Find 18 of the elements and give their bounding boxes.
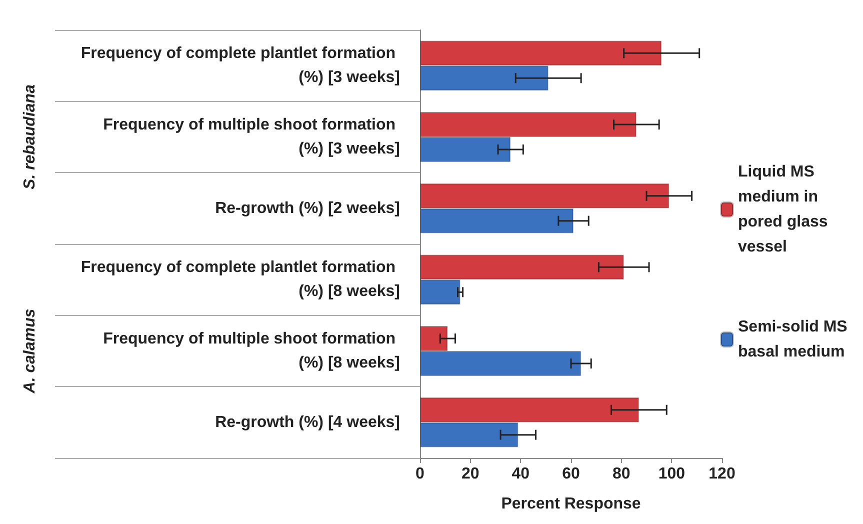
text: S. rebaudiana bbox=[22, 84, 38, 190]
x-tick-label: 100 bbox=[658, 466, 686, 482]
y-tick-label: Frequency of complete plantlet formation (%) [8 weeks] bbox=[80, 259, 400, 300]
legend-label: Semi-solid MS basal medium bbox=[738, 318, 852, 360]
legend-label: Liquid MS medium in pored glass vessel bbox=[738, 164, 832, 256]
x-tick-label: 60 bbox=[562, 466, 580, 482]
x-tick-label: 120 bbox=[708, 466, 736, 482]
y-tick-label: Frequency of complete plantlet formation (%) [3 weeks] bbox=[80, 45, 400, 86]
text: A. calamus bbox=[22, 308, 38, 394]
y-tick-label: Re-growth (%) [2 weeks] bbox=[215, 200, 400, 217]
y-tick-label: Frequency of multiple shoot formation (%) [8 weeks] bbox=[103, 330, 400, 372]
x-tick-label: 0 bbox=[416, 466, 425, 482]
y-tick-label: Frequency of multiple shoot formation (%) [3 weeks] bbox=[103, 116, 400, 158]
y-tick-label: Re-growth (%) [4 weeks] bbox=[215, 414, 400, 431]
x-tick-label: 40 bbox=[512, 466, 530, 482]
x-axis-title: Percent Response bbox=[501, 496, 641, 512]
x-tick-label: 20 bbox=[461, 466, 480, 482]
x-tick-label: 80 bbox=[612, 466, 630, 482]
